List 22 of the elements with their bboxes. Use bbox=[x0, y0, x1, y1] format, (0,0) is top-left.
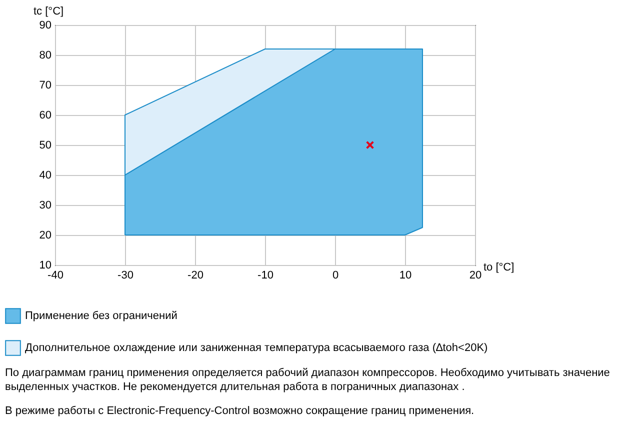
y-tick-label: 70 bbox=[39, 80, 52, 92]
y-tick-label: 60 bbox=[39, 110, 52, 122]
x-tick-label: 0 bbox=[332, 270, 339, 282]
y-tick-label: 30 bbox=[39, 200, 52, 212]
text: По диаграммам границ применения определяется рабочий диапазон компрессоров. Необходимо учитывать значение выделенных участков. Не рекомендуется длительная работа в пограничных диапазонах . bbox=[5, 366, 611, 394]
legend-label: Применение без ограничений bbox=[25, 310, 178, 322]
y-tick-label: 20 bbox=[39, 230, 52, 242]
legend-label: Дополнительное охлаждение или заниженная температура всасываемого газа (∆toh<20K) bbox=[25, 342, 488, 354]
x-tick-label: -20 bbox=[188, 270, 204, 282]
x-tick-label: 20 bbox=[469, 270, 482, 282]
y-tick-label: 10 bbox=[39, 260, 52, 272]
y-tick-label: 50 bbox=[39, 140, 52, 152]
y-tick-label: 40 bbox=[39, 170, 52, 182]
x-tick-label: -40 bbox=[48, 270, 64, 282]
x-tick-label: -30 bbox=[118, 270, 134, 282]
y-axis-title: tc [°C] bbox=[34, 6, 64, 18]
x-tick-label: -10 bbox=[258, 270, 274, 282]
y-tick-label: 80 bbox=[39, 50, 52, 62]
x-tick-label: 10 bbox=[399, 270, 412, 282]
y-tick-label: 90 bbox=[39, 20, 52, 32]
text: В режиме работы с Electronic-Frequency-Control возможно сокращение границ применения. bbox=[5, 404, 476, 418]
x-axis-title: to [°C] bbox=[484, 262, 514, 274]
